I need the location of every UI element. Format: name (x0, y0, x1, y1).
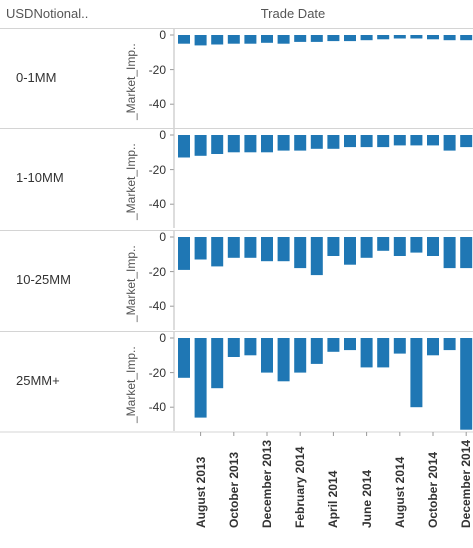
bar[interactable] (244, 237, 257, 258)
bar[interactable] (178, 35, 190, 44)
bar[interactable] (377, 338, 390, 368)
y-tick-label: 0 (159, 28, 166, 42)
bar[interactable] (327, 237, 340, 256)
bar[interactable] (393, 237, 406, 256)
bar[interactable] (393, 135, 406, 146)
bar[interactable] (211, 237, 224, 267)
bar[interactable] (227, 237, 240, 258)
panel-0 (0, 28, 473, 128)
y-tick-label: 0 (159, 128, 166, 142)
bar[interactable] (294, 237, 307, 269)
y-tick-label: -20 (148, 62, 166, 77)
y-tick-label: -40 (148, 299, 166, 314)
bar[interactable] (427, 338, 439, 356)
bar[interactable] (344, 338, 356, 351)
bar[interactable] (327, 35, 340, 42)
bar[interactable] (178, 237, 190, 270)
bar[interactable] (443, 35, 456, 41)
bar[interactable] (227, 135, 240, 153)
bar[interactable] (194, 338, 207, 418)
bar[interactable] (194, 135, 207, 156)
bar[interactable] (277, 135, 290, 151)
bar[interactable] (310, 135, 323, 149)
y-tick-label: -20 (148, 264, 166, 279)
bar[interactable] (194, 35, 207, 46)
panel-row-label: 25MM+ (16, 373, 60, 388)
bar[interactable] (194, 237, 207, 260)
bar[interactable] (261, 237, 273, 262)
bar[interactable] (310, 338, 323, 364)
y-tick-label: -20 (148, 162, 166, 177)
bar[interactable] (294, 338, 307, 373)
bar[interactable] (393, 338, 406, 354)
bar[interactable] (178, 135, 190, 158)
bar[interactable] (261, 338, 273, 373)
column-title: Trade Date (260, 6, 326, 21)
bar[interactable] (460, 35, 473, 41)
bar[interactable] (344, 35, 356, 42)
bar[interactable] (277, 338, 290, 382)
bar[interactable] (211, 35, 224, 45)
bar[interactable] (410, 338, 423, 408)
bar[interactable] (261, 135, 273, 153)
bar[interactable] (443, 237, 456, 269)
bar[interactable] (443, 338, 456, 351)
panel-1 (0, 128, 473, 228)
y-tick-label: -40 (148, 400, 166, 415)
bar[interactable] (360, 135, 373, 148)
y-tick-label: 0 (159, 230, 166, 244)
bar[interactable] (410, 35, 423, 39)
bar[interactable] (377, 135, 390, 148)
bar[interactable] (427, 35, 439, 40)
bar[interactable] (227, 35, 240, 44)
panel-3 (0, 331, 473, 431)
bar[interactable] (344, 237, 356, 265)
bar[interactable] (211, 338, 224, 389)
bar[interactable] (294, 35, 307, 42)
bar[interactable] (244, 338, 257, 356)
y-tick-label: -20 (148, 365, 166, 380)
bar[interactable] (360, 35, 373, 41)
bar[interactable] (360, 338, 373, 368)
bar[interactable] (410, 135, 423, 146)
bar[interactable] (261, 35, 273, 43)
bar[interactable] (360, 237, 373, 258)
bar[interactable] (460, 237, 473, 269)
bar[interactable] (277, 35, 290, 44)
y-tick-label: 0 (159, 331, 166, 345)
bar[interactable] (377, 35, 390, 40)
bar[interactable] (310, 35, 323, 42)
bar[interactable] (344, 135, 356, 148)
bar[interactable] (327, 338, 340, 352)
bar[interactable] (244, 135, 257, 153)
panel-2 (0, 230, 473, 330)
panel-row-label: 10-25MM (16, 272, 71, 287)
bar[interactable] (427, 237, 439, 256)
bar[interactable] (393, 35, 406, 39)
bar[interactable] (294, 135, 307, 151)
panel-row-label: 0-1MM (16, 70, 57, 85)
bar[interactable] (211, 135, 224, 154)
y-tick-label: -40 (148, 97, 166, 112)
bar[interactable] (377, 237, 390, 251)
panel-row-label: 1-10MM (16, 170, 64, 185)
bar[interactable] (327, 135, 340, 149)
bar[interactable] (277, 237, 290, 262)
bar[interactable] (427, 135, 439, 146)
bar[interactable] (178, 338, 190, 378)
bar[interactable] (410, 237, 423, 253)
bar[interactable] (443, 135, 456, 151)
row-dimension-header[interactable]: USDNotional.. (6, 6, 89, 21)
bar[interactable] (460, 338, 473, 430)
bar[interactable] (227, 338, 240, 357)
bar[interactable] (244, 35, 257, 44)
bar[interactable] (460, 135, 473, 148)
y-tick-label: -40 (148, 197, 166, 212)
bar[interactable] (310, 237, 323, 276)
